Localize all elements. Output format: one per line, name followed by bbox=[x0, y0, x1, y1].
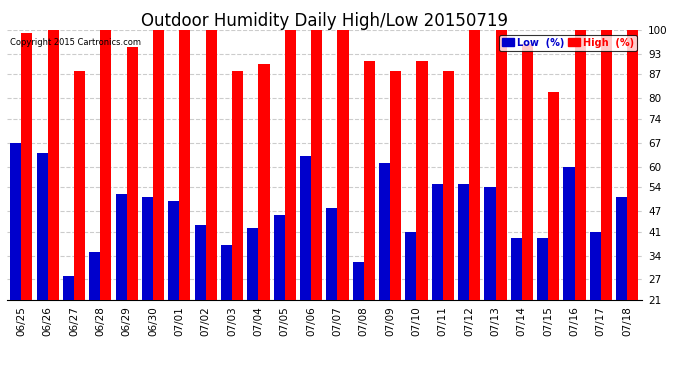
Bar bbox=[285, 30, 296, 300]
Bar bbox=[564, 167, 575, 300]
Bar bbox=[575, 30, 586, 300]
Bar bbox=[232, 71, 243, 300]
Bar bbox=[259, 64, 270, 300]
Bar bbox=[195, 225, 206, 300]
Bar bbox=[337, 30, 348, 300]
Bar bbox=[63, 276, 74, 300]
Bar bbox=[627, 30, 638, 300]
Title: Outdoor Humidity Daily High/Low 20150719: Outdoor Humidity Daily High/Low 20150719 bbox=[141, 12, 508, 30]
Bar bbox=[142, 198, 153, 300]
Bar bbox=[590, 232, 601, 300]
Bar bbox=[37, 153, 48, 300]
Bar bbox=[89, 252, 101, 300]
Bar bbox=[326, 208, 337, 300]
Bar bbox=[458, 184, 469, 300]
Bar bbox=[522, 44, 533, 300]
Bar bbox=[116, 194, 127, 300]
Bar bbox=[432, 184, 443, 300]
Bar bbox=[221, 245, 232, 300]
Bar bbox=[300, 156, 311, 300]
Bar bbox=[206, 30, 217, 300]
Legend: Low  (%), High  (%): Low (%), High (%) bbox=[500, 35, 637, 51]
Bar bbox=[417, 61, 428, 300]
Bar bbox=[537, 238, 548, 300]
Bar bbox=[248, 228, 259, 300]
Bar bbox=[406, 232, 417, 300]
Bar bbox=[390, 71, 401, 300]
Bar bbox=[443, 71, 454, 300]
Bar bbox=[274, 214, 285, 300]
Text: Copyright 2015 Cartronics.com: Copyright 2015 Cartronics.com bbox=[10, 38, 141, 47]
Bar bbox=[511, 238, 522, 300]
Bar bbox=[469, 30, 480, 300]
Bar bbox=[74, 71, 85, 300]
Bar bbox=[484, 187, 495, 300]
Bar bbox=[101, 30, 112, 300]
Bar bbox=[168, 201, 179, 300]
Bar bbox=[616, 198, 627, 300]
Bar bbox=[127, 47, 138, 300]
Bar bbox=[153, 30, 164, 300]
Bar bbox=[495, 30, 506, 300]
Bar bbox=[601, 30, 612, 300]
Bar bbox=[379, 163, 390, 300]
Bar bbox=[10, 143, 21, 300]
Bar bbox=[353, 262, 364, 300]
Bar bbox=[179, 30, 190, 300]
Bar bbox=[21, 33, 32, 300]
Bar bbox=[364, 61, 375, 300]
Bar bbox=[48, 30, 59, 300]
Bar bbox=[548, 92, 560, 300]
Bar bbox=[311, 30, 322, 300]
